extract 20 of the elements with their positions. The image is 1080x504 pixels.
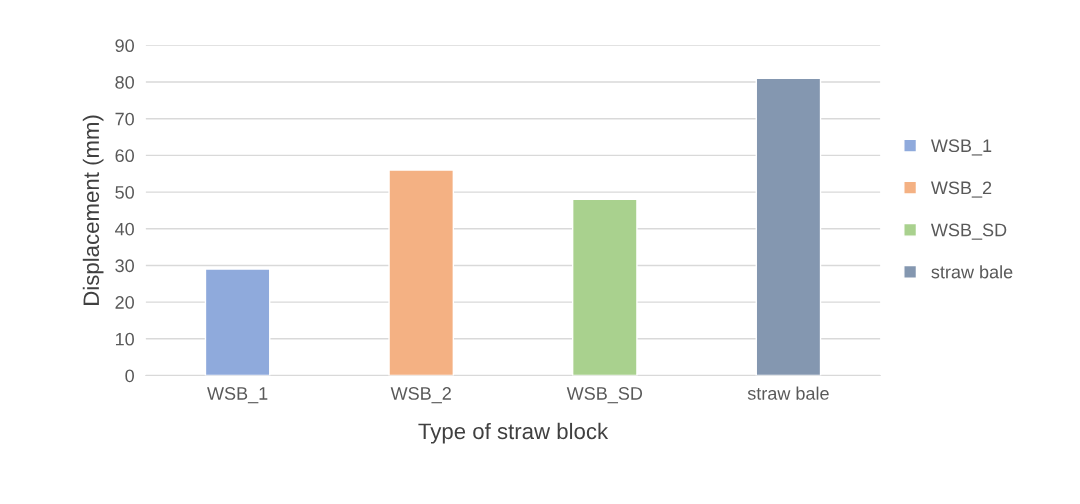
legend-label: WSB_2 bbox=[930, 181, 992, 198]
legend-label: WSB_1 bbox=[930, 139, 992, 156]
y-tick-label: 60 bbox=[115, 149, 134, 163]
y-tick-label: 0 bbox=[125, 369, 134, 383]
x-tick-label: WSB_SD bbox=[566, 387, 643, 404]
y-tick-label: 10 bbox=[115, 332, 134, 346]
y-axis-title: Displacement (mm) bbox=[82, 115, 104, 305]
x-tick-label: WSB_1 bbox=[207, 387, 268, 404]
y-tick-label: 30 bbox=[115, 259, 134, 273]
y-tick-label: 80 bbox=[115, 75, 134, 89]
y-tick-label: 50 bbox=[115, 186, 134, 199]
y-tick-label: 20 bbox=[115, 296, 134, 309]
x-tick-label: WSB_2 bbox=[390, 387, 451, 404]
y-tick-label: 70 bbox=[115, 112, 134, 126]
x-axis-title: Type of straw block bbox=[418, 422, 609, 444]
legend-label: WSB_SD bbox=[930, 223, 1007, 240]
legend-label: straw bale bbox=[931, 265, 1013, 279]
x-tick-label: straw bale bbox=[747, 386, 829, 400]
y-tick-label: 90 bbox=[115, 39, 134, 53]
y-tick-label: 40 bbox=[115, 222, 134, 236]
